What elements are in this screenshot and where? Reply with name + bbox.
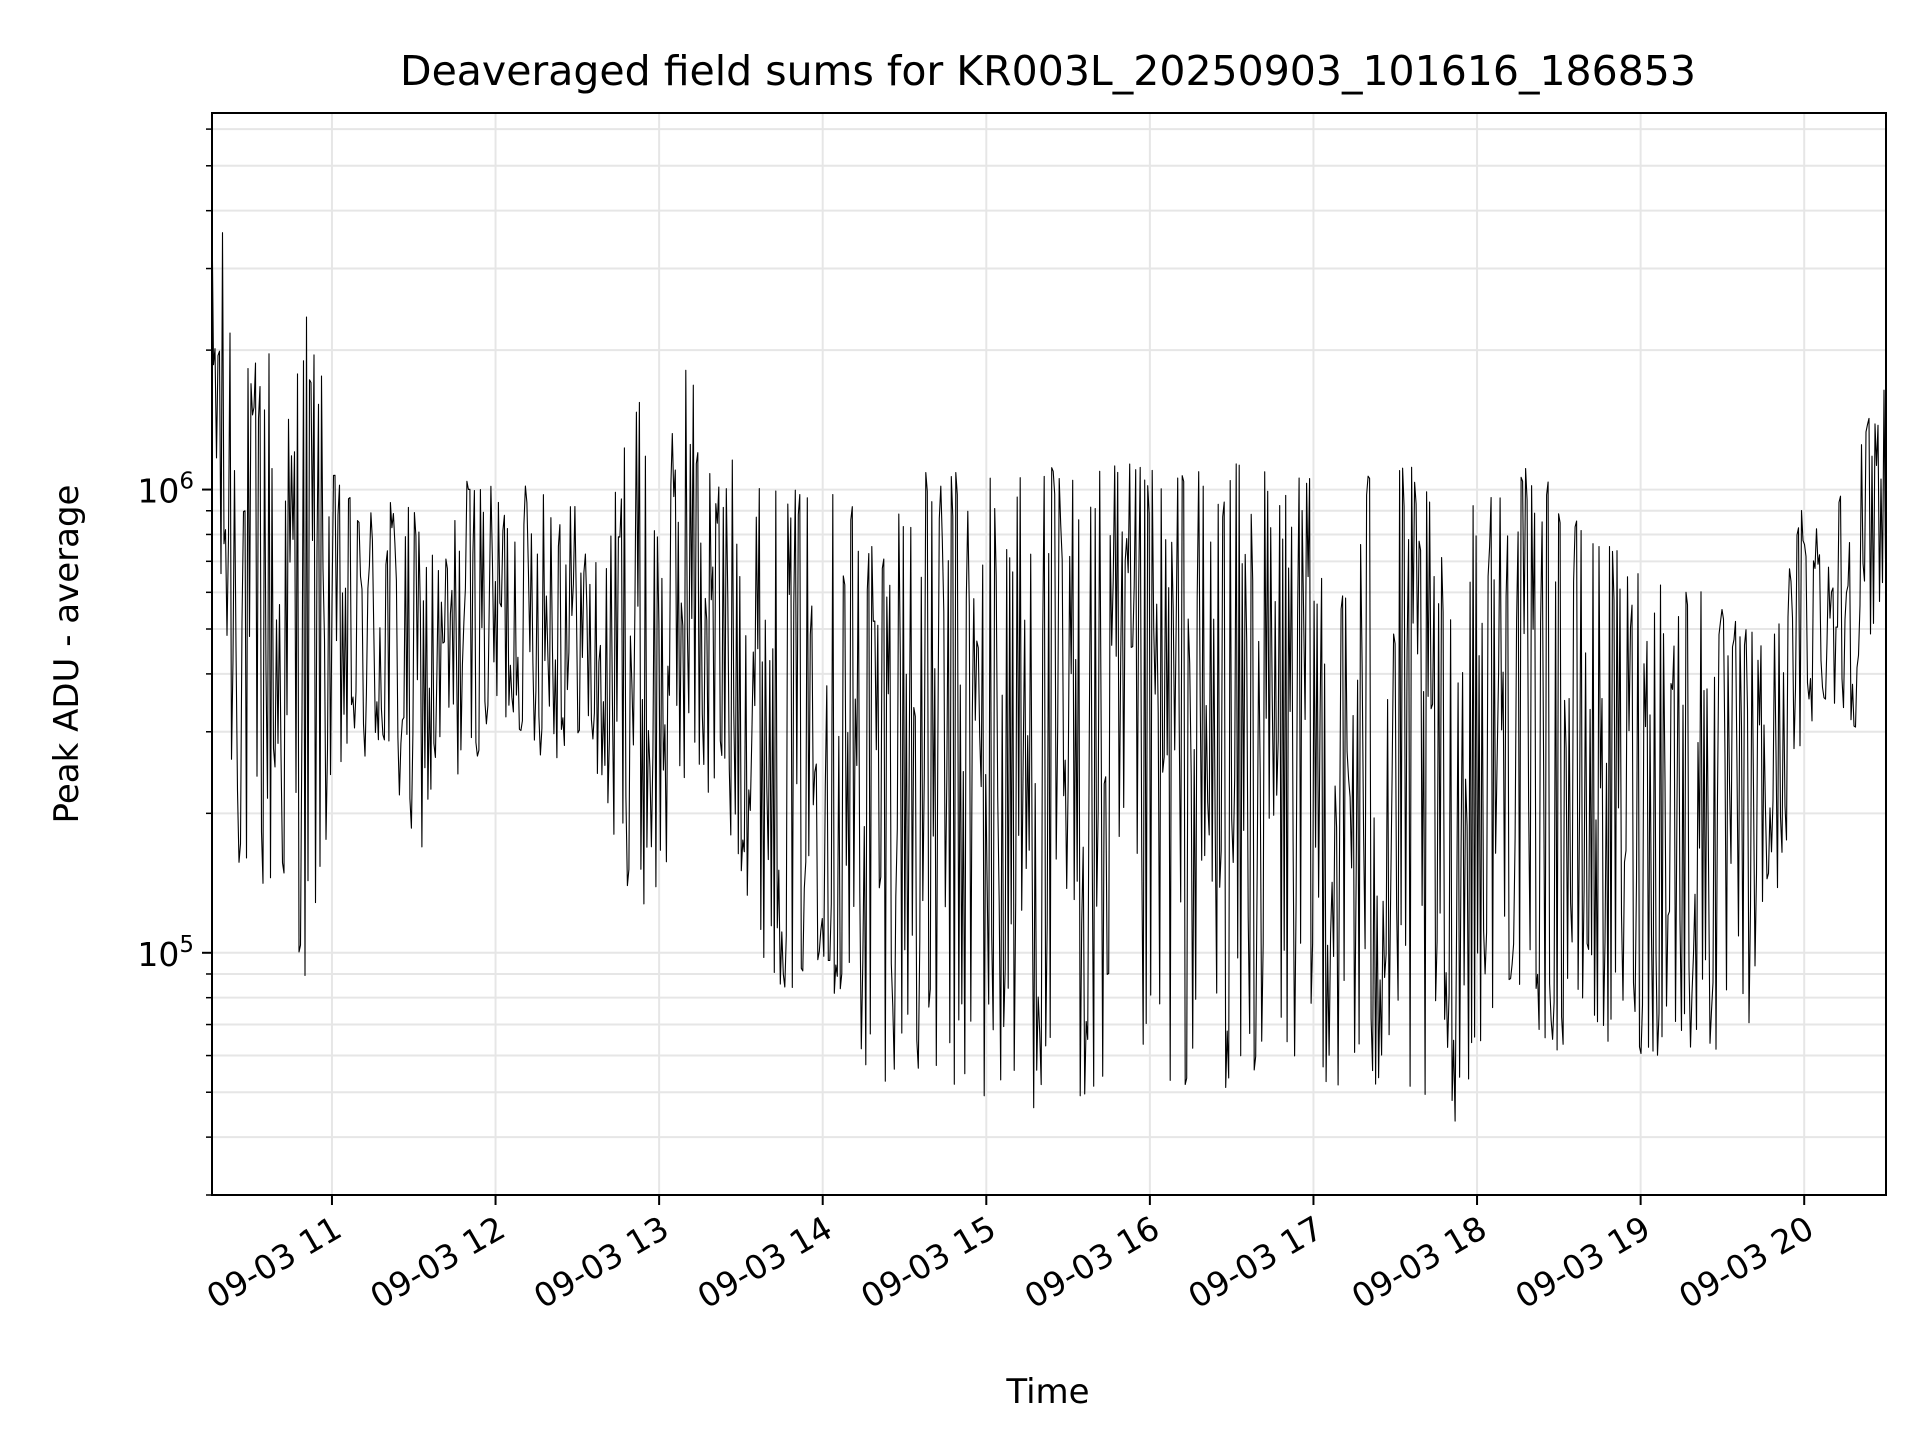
axes-frame <box>211 112 1887 1196</box>
x-axis-label: Time <box>1005 1372 1089 1412</box>
y-tick-label: 105 <box>137 932 194 974</box>
y-tick-label: 106 <box>137 469 194 511</box>
y-axis: 105 106 <box>137 128 212 1196</box>
y-axis-label: Peak ADU - average <box>47 485 87 824</box>
series-line <box>211 214 1887 1122</box>
chart-title: Deaveraged field sums for KR003L_2025090… <box>400 47 1696 95</box>
plot-area <box>211 214 1887 1122</box>
